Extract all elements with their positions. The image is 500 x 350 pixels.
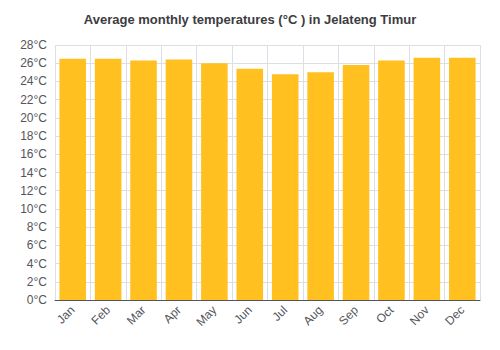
svg-text:28°C: 28°C [20, 38, 47, 52]
svg-text:Mar: Mar [124, 303, 149, 327]
svg-text:Sep: Sep [336, 303, 361, 328]
svg-text:Apr: Apr [161, 303, 184, 326]
svg-text:16°C: 16°C [20, 147, 47, 161]
svg-text:4°C: 4°C [27, 257, 47, 271]
svg-text:24°C: 24°C [20, 74, 47, 88]
svg-text:22°C: 22°C [20, 93, 47, 107]
svg-text:8°C: 8°C [27, 220, 47, 234]
svg-text:0°C: 0°C [27, 293, 47, 307]
svg-text:Jul: Jul [269, 303, 290, 324]
svg-text:10°C: 10°C [20, 202, 47, 216]
svg-text:14°C: 14°C [20, 166, 47, 180]
svg-text:Feb: Feb [89, 303, 114, 328]
svg-text:20°C: 20°C [20, 111, 47, 125]
svg-text:Oct: Oct [373, 303, 397, 327]
svg-text:12°C: 12°C [20, 184, 47, 198]
svg-text:Jan: Jan [54, 303, 78, 327]
svg-text:May: May [193, 303, 219, 329]
svg-text:Aug: Aug [301, 303, 326, 328]
svg-text:Nov: Nov [407, 303, 432, 328]
svg-text:6°C: 6°C [27, 238, 47, 252]
svg-text:Average monthly temperatures (: Average monthly temperatures (°C ) in Je… [84, 12, 416, 27]
svg-text:Jun: Jun [231, 303, 255, 327]
svg-text:26°C: 26°C [20, 56, 47, 70]
svg-text:Dec: Dec [442, 303, 467, 328]
svg-text:18°C: 18°C [20, 129, 47, 143]
svg-text:2°C: 2°C [27, 275, 47, 289]
